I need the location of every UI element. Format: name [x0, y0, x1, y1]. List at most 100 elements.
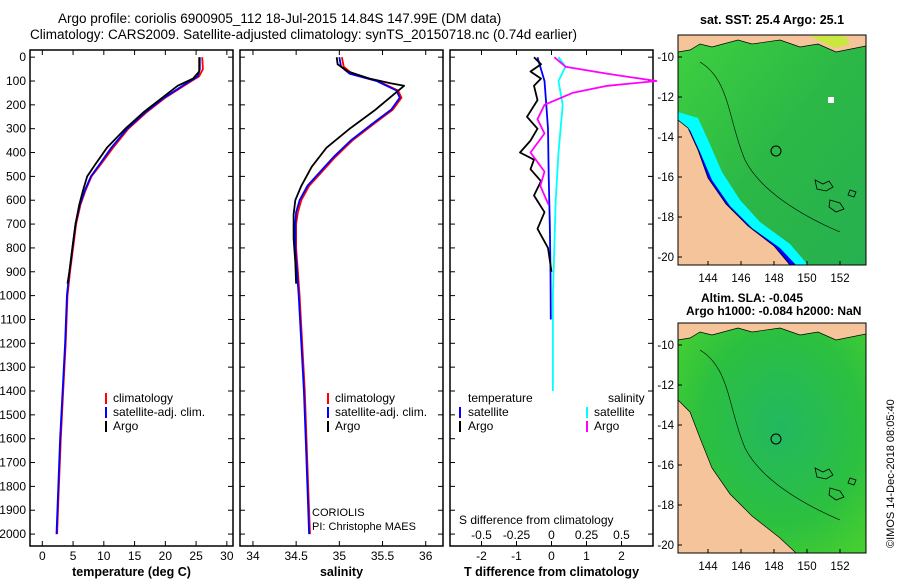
- depth-tick-label: 1200: [0, 336, 26, 350]
- header-line-1: Argo profile: coriolis 6900905_112 18-Ju…: [58, 11, 501, 26]
- depth-tick-label: 1400: [0, 384, 26, 398]
- legend-title-salinity: salinity: [608, 391, 645, 405]
- salinity-panel-frame: [239, 49, 444, 547]
- header-line-2: Climatology: CARS2009. Satellite-adjuste…: [30, 27, 577, 42]
- legend-argo: Argo: [335, 419, 361, 433]
- sla-map-frame: [677, 322, 867, 554]
- depth-tick-label: 200: [6, 98, 26, 112]
- depth-tick-label: 1900: [0, 503, 26, 517]
- sla-reefs: [814, 467, 857, 501]
- bottom-map-title-2: Argo h1000: -0.084 h2000: NaN: [686, 304, 861, 318]
- secondary-tick-label: -0.5: [471, 528, 492, 542]
- sla-contour: [699, 349, 841, 521]
- map-x-tick-label: 146: [731, 561, 750, 573]
- x-axis-label: T difference from climatology: [464, 565, 639, 579]
- series-argo: [66, 57, 201, 284]
- series-argo: [292, 57, 405, 284]
- series-t-satellite: [536, 56, 552, 320]
- series-s-satellite: [552, 56, 567, 391]
- x-tick-label: 2: [618, 549, 625, 563]
- secondary-axis-label: S difference from climatology: [459, 513, 614, 527]
- temperature-legend: climatology satellite-adj. clim. Argo: [105, 391, 205, 433]
- map-y-tick-label: -16: [657, 172, 674, 184]
- secondary-tick-label: 0.25: [575, 528, 599, 542]
- map-y-tick-label: -20: [657, 540, 674, 552]
- sst-warm-patch: [810, 36, 850, 48]
- depth-tick-label: 1300: [0, 360, 26, 374]
- x-tick-label: 20: [159, 549, 173, 563]
- x-tick-label: 5: [70, 549, 77, 563]
- map-y-tick-label: -12: [657, 92, 674, 104]
- secondary-tick-label: 0: [548, 528, 555, 542]
- legend-t-satellite: satellite: [468, 405, 509, 419]
- x-tick-label: 1: [583, 549, 590, 563]
- map-x-tick-label: 146: [731, 273, 750, 285]
- legend-t-argo: Argo: [468, 419, 494, 433]
- map-x-tick-label: 144: [698, 561, 718, 573]
- depth-tick-label: 1500: [0, 408, 26, 422]
- top-map-title: sat. SST: 25.4 Argo: 25.1: [700, 13, 844, 27]
- x-tick-label: 36: [419, 549, 433, 563]
- map-x-tick-label: 148: [764, 561, 783, 573]
- sla-land-north: [678, 323, 866, 341]
- source-label: CORIOLIS: [312, 507, 365, 519]
- depth-tick-label: 0: [19, 50, 26, 64]
- depth-tick-label: 1700: [0, 456, 26, 470]
- legend-s-satellite: satellite: [594, 405, 635, 419]
- map-y-tick-label: -14: [657, 420, 674, 432]
- sst-map-frame: [677, 34, 867, 266]
- x-tick-label: 35.5: [371, 549, 395, 563]
- map-y-tick-label: -18: [657, 212, 674, 224]
- depth-tick-label: 2000: [0, 527, 26, 541]
- legend-climatology: climatology: [335, 391, 395, 405]
- series-satellite-adj-clim-: [294, 57, 401, 535]
- panel-0: 0 5 10 15 20 25 30 temperature (deg C): [39, 50, 234, 579]
- depth-tick-label: 1800: [0, 479, 26, 493]
- sla-map-axes: -10 -12 -14 -16 -18 -20 144 146 148 150 152: [657, 340, 849, 573]
- depth-tick-label: 900: [6, 265, 26, 279]
- legend-satellite: satellite-adj. clim.: [335, 405, 427, 419]
- x-tick-label: 15: [128, 549, 142, 563]
- map-x-tick-label: 152: [830, 561, 849, 573]
- x-tick-label: 25: [189, 549, 203, 563]
- depth-tick-label: 700: [6, 217, 26, 231]
- depth-tick-label: 600: [6, 193, 26, 207]
- depth-tick-label: 400: [6, 146, 26, 160]
- sst-map: [678, 35, 866, 265]
- x-axis-label: salinity: [320, 565, 363, 579]
- sla-map: [678, 323, 866, 553]
- sst-map-axes: -10 -12 -14 -16 -18 -20 144 146 148 150 152: [657, 52, 849, 285]
- series-satellite-adj-clim-: [55, 57, 201, 535]
- panel-2: -2 -1 0 1 2 T difference from climatology -0.5…: [464, 50, 658, 579]
- temperature-panel-frame: [29, 49, 234, 547]
- legend-title-temperature: temperature: [468, 391, 533, 405]
- legend-climatology: climatology: [113, 391, 173, 405]
- map-x-tick-label: 150: [797, 273, 816, 285]
- map-x-tick-label: 144: [698, 273, 718, 285]
- x-tick-label: 35: [333, 549, 347, 563]
- depth-tick-label: 1000: [0, 289, 26, 303]
- map-x-tick-label: 148: [764, 273, 783, 285]
- map-x-tick-label: 150: [797, 561, 816, 573]
- depth-tick-label: 800: [6, 241, 26, 255]
- depth-axis: 0 100 200 300 400 500 600 700 800 900 1000 1100 1200…: [0, 50, 653, 541]
- map-x-tick-label: 152: [830, 273, 849, 285]
- legend-satellite: satellite-adj. clim.: [113, 405, 205, 419]
- secondary-tick-label: 0.5: [613, 528, 630, 542]
- sst-missing-cell: [828, 97, 834, 103]
- x-tick-label: 34: [246, 549, 260, 563]
- depth-tick-label: 300: [6, 122, 26, 136]
- map-y-tick-label: -16: [657, 460, 674, 472]
- depth-tick-label: 1600: [0, 432, 26, 446]
- x-tick-label: -1: [511, 549, 522, 563]
- sst-argo-position: [770, 145, 782, 157]
- legend-s-argo: Argo: [594, 419, 620, 433]
- x-tick-label: -2: [476, 549, 487, 563]
- salinity-legend: climatology satellite-adj. clim. Argo CO…: [312, 391, 427, 533]
- x-tick-label: 0: [548, 549, 555, 563]
- map-y-tick-label: -12: [657, 380, 674, 392]
- bottom-map-title-1: Altim. SLA: -0.045: [701, 291, 803, 305]
- depth-tick-label: 100: [6, 74, 26, 88]
- x-tick-label: 0: [39, 549, 46, 563]
